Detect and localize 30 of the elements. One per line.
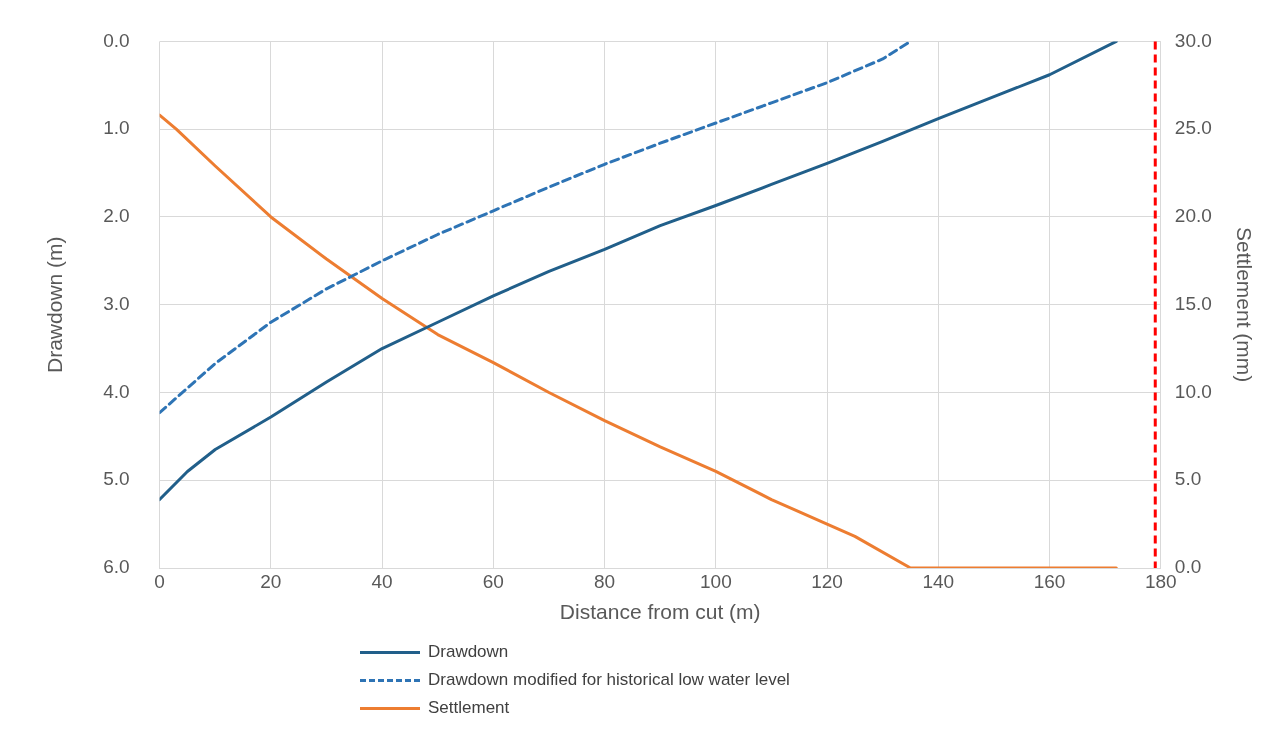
legend-label: Settlement	[428, 698, 510, 718]
x-tick-label: 140	[922, 570, 955, 592]
y-tick-label: 4.0	[103, 380, 130, 402]
y-tick-label: 2.0	[103, 205, 130, 227]
y2-tick-label: 10.0	[1174, 380, 1212, 402]
y-axis-title: Drawdown (m)	[43, 236, 67, 373]
legend-label: Drawdown modified for historical low water level	[428, 670, 790, 690]
x-tick-label: 160	[1033, 570, 1066, 592]
x-tick-label: 180	[1144, 570, 1177, 592]
x-tick-label: 0	[154, 570, 165, 592]
y2-tick-label: 0.0	[1174, 556, 1202, 578]
y-tick-label: 5.0	[103, 468, 130, 490]
x-tick-label: 20	[260, 570, 282, 592]
y-tick-label: 6.0	[103, 556, 130, 578]
x-tick-label: 80	[594, 570, 616, 592]
x-tick-label: 60	[482, 570, 504, 592]
y-tick-label: 0.0	[103, 29, 130, 51]
x-tick-label: 100	[699, 570, 732, 592]
y-tick-label: 1.0	[103, 117, 130, 139]
y-tick-label: 3.0	[103, 292, 130, 314]
y2-axis-title: Settlement (mm)	[1232, 227, 1256, 383]
y2-tick-label: 20.0	[1174, 205, 1212, 227]
legend-label: Drawdown	[428, 642, 509, 662]
y2-tick-label: 30.0	[1174, 29, 1212, 51]
x-tick-label: 120	[811, 570, 843, 592]
y2-tick-label: 5.0	[1174, 468, 1202, 490]
y2-tick-label: 25.0	[1174, 117, 1212, 139]
y2-tick-label: 15.0	[1174, 292, 1212, 314]
x-axis-title: Distance from cut (m)	[559, 600, 761, 624]
x-tick-label: 40	[371, 570, 393, 592]
